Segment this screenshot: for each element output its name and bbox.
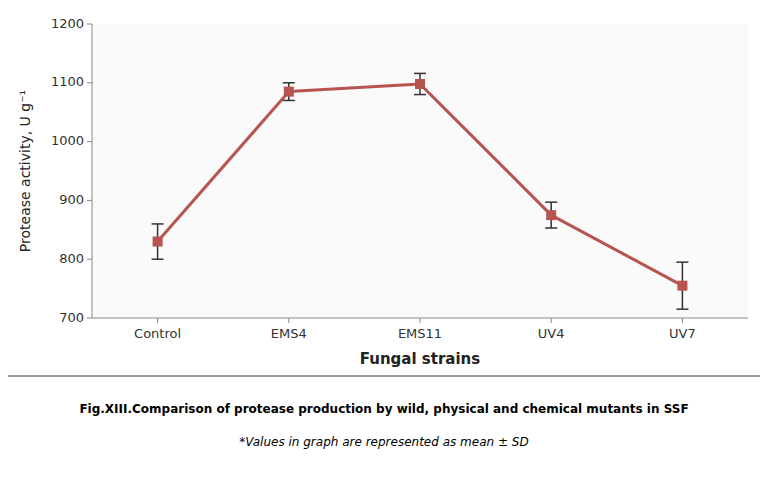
x-tick-label: UV7 <box>669 326 696 341</box>
axes: 700 800 900 1000 1100 1200 Control EMS4 EMS11 UV4… <box>51 16 748 342</box>
line <box>158 84 683 286</box>
caption-divider <box>8 376 760 377</box>
y-tick-label: 900 <box>59 192 84 207</box>
marker <box>546 210 556 220</box>
x-tick <box>288 318 289 323</box>
error-bar-cap <box>283 82 295 84</box>
y-tick <box>87 141 92 142</box>
x-tick-label: Control <box>134 326 181 341</box>
marker <box>153 237 163 247</box>
error-bar <box>676 262 688 309</box>
y-tick <box>87 24 92 25</box>
plot-background <box>92 24 748 318</box>
y-tick-label: 1100 <box>51 74 84 89</box>
chart-container: 700 800 900 1000 1100 1200 Control EMS4 EMS11 UV4… <box>0 0 768 478</box>
error-bar-cap <box>676 308 688 310</box>
error-bar-cap <box>545 227 557 229</box>
x-tick-label: EMS11 <box>398 326 442 341</box>
error-bar-cap <box>152 258 164 260</box>
y-tick <box>87 318 92 319</box>
y-axis-line <box>92 24 93 318</box>
y-tick <box>87 82 92 83</box>
marker <box>284 87 294 97</box>
subtitle: *Values in graph are represented as mean… <box>239 435 528 449</box>
y-tick <box>87 259 92 260</box>
error-bar-cap <box>545 201 557 203</box>
y-tick-label: 1000 <box>51 133 84 148</box>
y-tick <box>87 200 92 201</box>
error-bar <box>283 83 295 101</box>
x-tick <box>682 318 683 323</box>
error-bar-cap <box>676 261 688 263</box>
error-bar-cap <box>414 73 426 75</box>
data-layer <box>152 73 689 309</box>
y-axis-label: Protease activity, U g⁻¹ <box>17 90 33 252</box>
x-tick <box>551 318 552 323</box>
y-tick-label: 1200 <box>51 16 84 31</box>
error-bar <box>152 224 164 259</box>
title: Fig.XIII.Comparison of protease producti… <box>79 402 688 416</box>
error-bar-cap <box>283 100 295 102</box>
error-bar <box>545 202 557 228</box>
x-tick <box>420 318 421 323</box>
error-bar-cap <box>152 223 164 225</box>
error-bar <box>414 73 426 94</box>
x-axis-label: Fungal strains <box>360 350 481 368</box>
y-tick-label: 800 <box>59 251 84 266</box>
marker <box>415 79 425 89</box>
y-tick-label: 700 <box>59 310 84 325</box>
x-tick-label: EMS4 <box>271 326 307 341</box>
x-tick-label: UV4 <box>538 326 565 341</box>
x-tick <box>157 318 158 323</box>
error-bar-cap <box>414 94 426 96</box>
marker <box>677 281 687 291</box>
chart: 700 800 900 1000 1100 1200 Control EMS4 EMS11 UV4… <box>0 0 768 478</box>
